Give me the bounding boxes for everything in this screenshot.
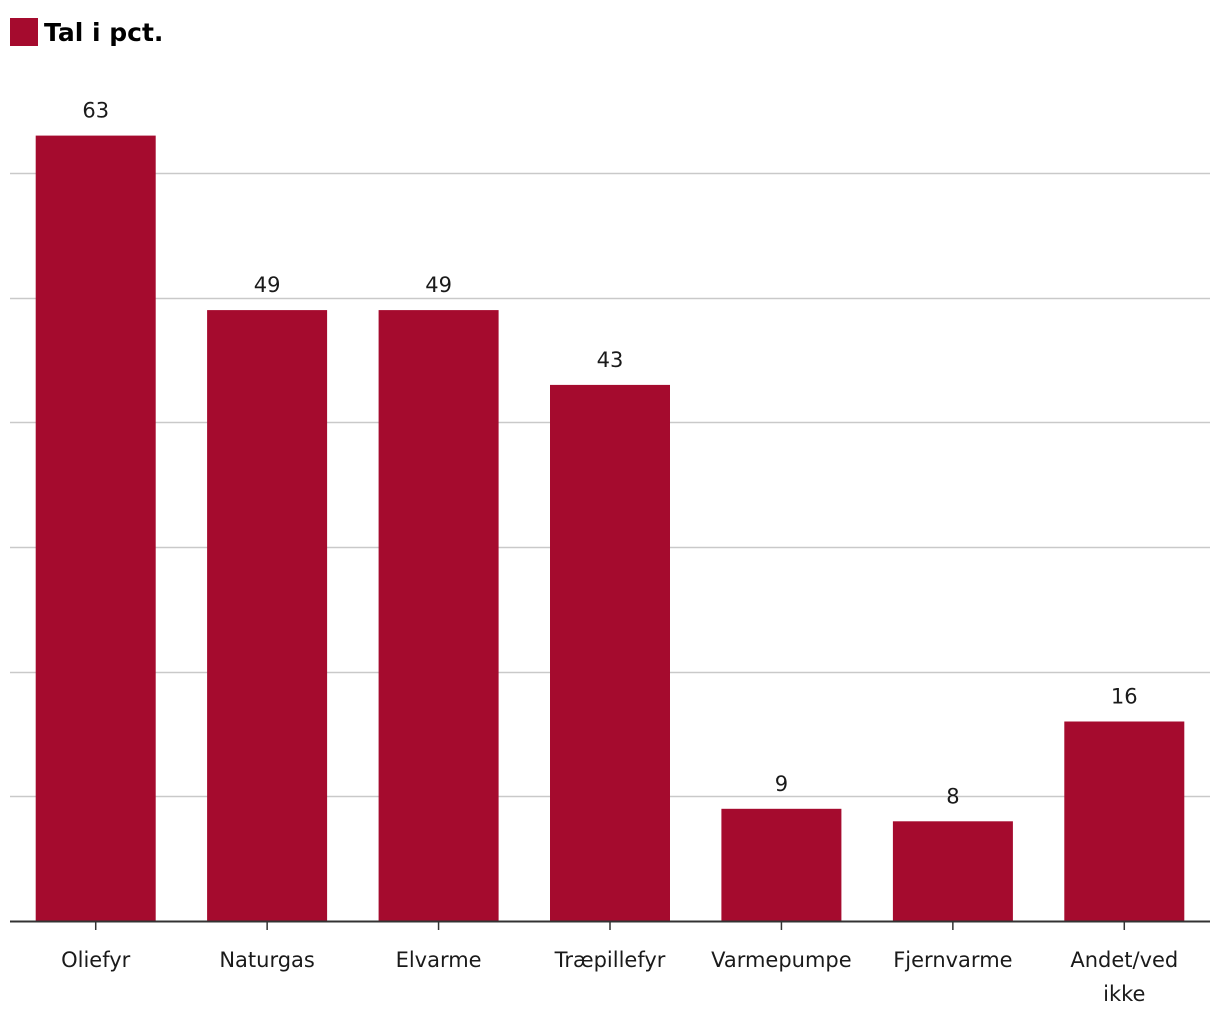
bar-fjernvarme bbox=[892, 821, 1013, 921]
x-tick-label: Elvarme bbox=[396, 948, 482, 972]
bar-value-label: 43 bbox=[597, 348, 624, 372]
bar-varmepumpe bbox=[721, 808, 842, 921]
bar-elvarme bbox=[378, 310, 499, 922]
bar-value-label: 8 bbox=[946, 784, 959, 808]
x-tick-label: Oliefyr bbox=[61, 948, 131, 972]
x-tick-label: Varmepumpe bbox=[711, 948, 852, 972]
x-tick-label: Træpillefyr bbox=[554, 948, 666, 972]
x-tick-label: Naturgas bbox=[219, 948, 315, 972]
x-tick-label: Fjernvarme bbox=[893, 948, 1012, 972]
bar-andet-ved-ikke bbox=[1064, 721, 1185, 921]
bar-value-label: 49 bbox=[425, 273, 452, 297]
bar-value-label: 9 bbox=[775, 772, 788, 796]
bar-value-label: 63 bbox=[82, 99, 109, 123]
bar-oliefyr bbox=[35, 135, 156, 922]
bar-value-label: 16 bbox=[1111, 685, 1138, 709]
bar-træpillefyr bbox=[550, 384, 670, 921]
legend-swatch bbox=[10, 18, 38, 46]
legend: Tal i pct. bbox=[10, 17, 163, 47]
x-tick-label: Andet/ved ikke bbox=[1070, 948, 1178, 1006]
bar-value-label: 49 bbox=[254, 273, 281, 297]
bar-naturgas bbox=[207, 310, 328, 922]
legend-label: Tal i pct. bbox=[44, 17, 164, 47]
